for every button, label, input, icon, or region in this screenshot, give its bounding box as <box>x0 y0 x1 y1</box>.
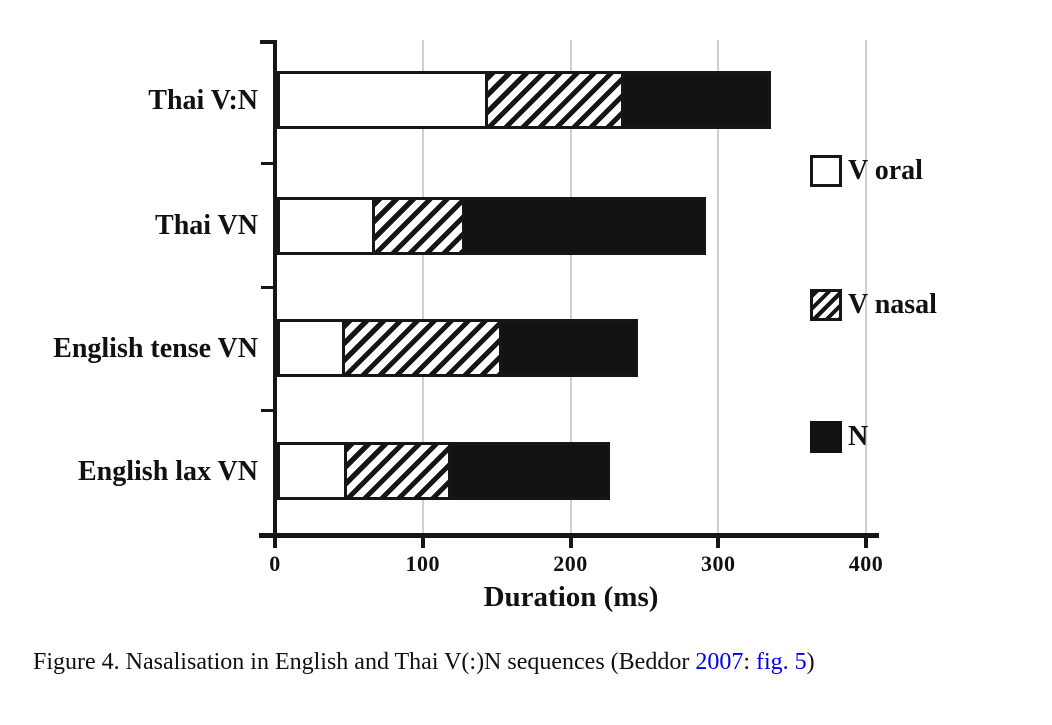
bar-1 <box>277 71 771 129</box>
x-axis-title: Duration (ms) <box>483 581 659 613</box>
y-axis-top-tick <box>260 40 277 44</box>
x-tick-label-200: 200 <box>553 551 588 576</box>
bar-2 <box>277 197 706 255</box>
bar-3-segment-white <box>280 322 343 374</box>
gridline-300 <box>717 40 720 533</box>
legend-swatch-white <box>810 155 842 187</box>
category-label-1: Thai V:N <box>148 85 258 117</box>
gridline-100 <box>421 40 424 533</box>
x-tick-label-0: 0 <box>269 551 281 576</box>
y-axis-line <box>273 40 277 535</box>
category-label-3: English tense VN <box>53 333 258 365</box>
bar-3-segment-black <box>498 322 635 374</box>
x-tick-200 <box>568 538 573 548</box>
x-tick-300 <box>716 538 721 548</box>
bar-1-segment-white <box>280 74 486 126</box>
legend-label-black: N <box>848 421 869 452</box>
x-tick-400 <box>864 538 868 548</box>
duration-bar-chart: 0 100 200 300 400 Duration (ms) Thai V:N Thai… <box>53 40 937 613</box>
y-tick-1 <box>261 162 274 165</box>
bar-2-segment-white <box>280 200 372 252</box>
legend-label-white: V oral <box>848 155 923 186</box>
legend-label-hatched: V nasal <box>848 289 937 320</box>
x-tick-label-300: 300 <box>701 551 736 576</box>
figure-caption: Figure 4. Nasalisation in English and Th… <box>33 649 1033 676</box>
caption-text: Figure 4. Nasalisation in English and Th… <box>33 649 696 675</box>
bar-1-segment-hatched <box>485 74 622 126</box>
bar-4-segment-black <box>448 445 607 497</box>
bar-2-segment-black <box>461 200 703 252</box>
x-tick-0 <box>273 538 277 548</box>
x-tick-label-100: 100 <box>405 551 440 576</box>
bar-1-segment-black <box>621 74 768 126</box>
x-tick-label-400: 400 <box>848 551 884 576</box>
x-axis-line <box>259 533 879 538</box>
gridline-200 <box>569 40 572 533</box>
bar-2-segment-hatched <box>371 200 462 252</box>
bar-4-segment-white <box>280 445 344 497</box>
category-label-2: Thai VN <box>155 210 258 242</box>
bar-4-segment-hatched <box>343 445 449 497</box>
caption-year-link[interactable]: 2007 <box>695 649 744 675</box>
bar-4 <box>277 442 610 500</box>
y-tick-3 <box>261 409 274 412</box>
caption-close-paren: ) <box>806 649 815 675</box>
legend-swatch-black <box>810 421 842 453</box>
y-tick-2 <box>261 286 274 289</box>
caption-separator: : <box>743 649 756 675</box>
bar-3 <box>277 319 638 377</box>
caption-fig-link[interactable]: fig. 5 <box>756 649 807 675</box>
legend-swatch-hatched <box>810 289 842 321</box>
bar-3-segment-hatched <box>342 322 499 374</box>
x-tick-100 <box>420 538 425 548</box>
category-label-4: English lax VN <box>78 456 258 488</box>
gridline-400 <box>865 40 867 533</box>
